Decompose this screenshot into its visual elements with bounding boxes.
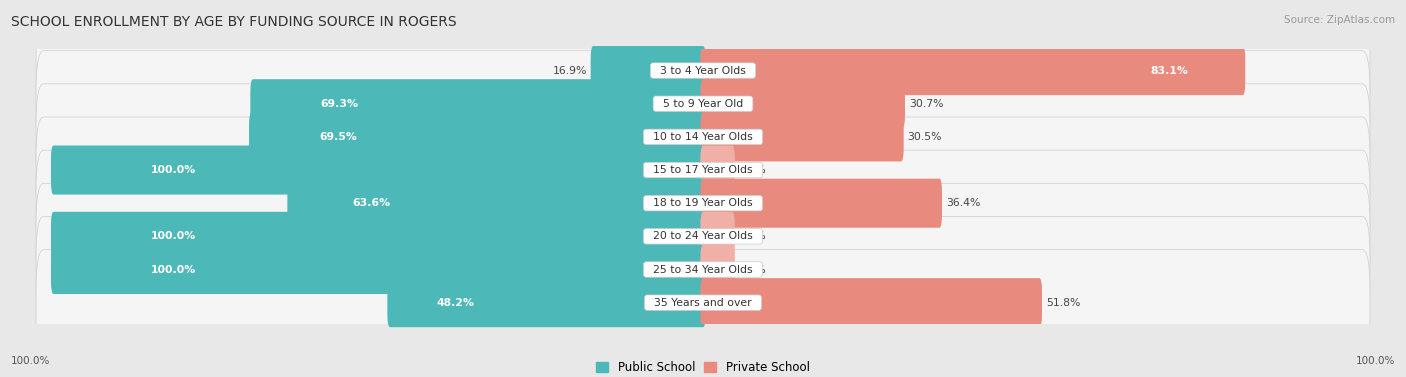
Text: 10 to 14 Year Olds: 10 to 14 Year Olds	[647, 132, 759, 142]
Text: 3 to 4 Year Olds: 3 to 4 Year Olds	[652, 66, 754, 75]
FancyBboxPatch shape	[250, 79, 706, 128]
FancyBboxPatch shape	[37, 17, 1369, 124]
FancyBboxPatch shape	[700, 278, 1042, 327]
FancyBboxPatch shape	[700, 212, 735, 261]
Text: 25 to 34 Year Olds: 25 to 34 Year Olds	[647, 265, 759, 274]
Text: 83.1%: 83.1%	[1152, 66, 1188, 75]
FancyBboxPatch shape	[287, 179, 706, 228]
FancyBboxPatch shape	[37, 51, 1369, 157]
FancyBboxPatch shape	[700, 179, 942, 228]
Text: 51.8%: 51.8%	[1046, 298, 1080, 308]
FancyBboxPatch shape	[591, 46, 706, 95]
FancyBboxPatch shape	[51, 245, 706, 294]
FancyBboxPatch shape	[37, 183, 1369, 290]
FancyBboxPatch shape	[700, 79, 905, 128]
FancyBboxPatch shape	[37, 150, 1369, 256]
FancyBboxPatch shape	[37, 216, 1369, 323]
Text: 5 to 9 Year Old: 5 to 9 Year Old	[655, 99, 751, 109]
FancyBboxPatch shape	[700, 245, 735, 294]
Text: 63.6%: 63.6%	[352, 198, 389, 208]
Text: 48.2%: 48.2%	[437, 298, 475, 308]
Text: 100.0%: 100.0%	[1355, 356, 1395, 366]
Text: 100.0%: 100.0%	[150, 231, 197, 241]
Text: 69.5%: 69.5%	[319, 132, 357, 142]
Text: 0.0%: 0.0%	[738, 265, 766, 274]
FancyBboxPatch shape	[700, 146, 735, 195]
Text: 18 to 19 Year Olds: 18 to 19 Year Olds	[647, 198, 759, 208]
Text: 100.0%: 100.0%	[150, 165, 197, 175]
FancyBboxPatch shape	[51, 212, 706, 261]
Text: SCHOOL ENROLLMENT BY AGE BY FUNDING SOURCE IN ROGERS: SCHOOL ENROLLMENT BY AGE BY FUNDING SOUR…	[11, 15, 457, 29]
Legend: Public School, Private School: Public School, Private School	[592, 356, 814, 377]
FancyBboxPatch shape	[700, 46, 1246, 95]
Text: 0.0%: 0.0%	[738, 165, 766, 175]
Text: 100.0%: 100.0%	[11, 356, 51, 366]
FancyBboxPatch shape	[37, 250, 1369, 356]
FancyBboxPatch shape	[37, 84, 1369, 190]
Text: 100.0%: 100.0%	[150, 265, 197, 274]
Text: 30.5%: 30.5%	[908, 132, 942, 142]
FancyBboxPatch shape	[51, 146, 706, 195]
FancyBboxPatch shape	[700, 112, 904, 161]
Text: 16.9%: 16.9%	[553, 66, 586, 75]
Text: 30.7%: 30.7%	[908, 99, 943, 109]
FancyBboxPatch shape	[249, 112, 706, 161]
Text: 0.0%: 0.0%	[738, 231, 766, 241]
Text: 15 to 17 Year Olds: 15 to 17 Year Olds	[647, 165, 759, 175]
Text: Source: ZipAtlas.com: Source: ZipAtlas.com	[1284, 15, 1395, 25]
FancyBboxPatch shape	[388, 278, 706, 327]
Text: 69.3%: 69.3%	[321, 99, 359, 109]
FancyBboxPatch shape	[37, 117, 1369, 223]
Text: 36.4%: 36.4%	[946, 198, 980, 208]
Text: 20 to 24 Year Olds: 20 to 24 Year Olds	[647, 231, 759, 241]
Text: 35 Years and over: 35 Years and over	[647, 298, 759, 308]
